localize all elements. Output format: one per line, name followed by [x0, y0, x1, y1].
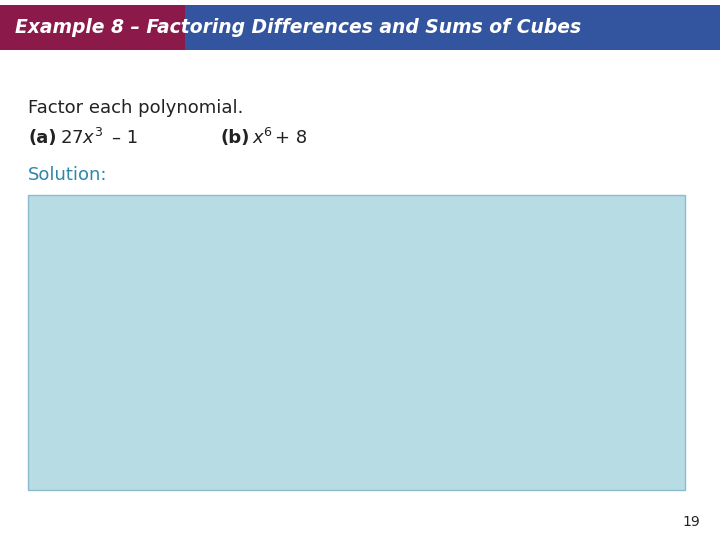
Text: $27x^3$: $27x^3$: [60, 128, 104, 148]
Text: – 1: – 1: [112, 129, 138, 147]
Text: Factor each polynomial.: Factor each polynomial.: [28, 99, 243, 117]
Text: Example 8 – Factoring Differences and Sums of Cubes: Example 8 – Factoring Differences and Su…: [15, 18, 581, 37]
Text: + 8: + 8: [275, 129, 307, 147]
Text: (b): (b): [220, 129, 249, 147]
Text: (a): (a): [28, 129, 56, 147]
Bar: [0, 5, 185, 50]
Text: 19: 19: [683, 515, 700, 529]
FancyBboxPatch shape: [28, 195, 685, 490]
Text: $x^6$: $x^6$: [252, 128, 273, 148]
Text: Solution:: Solution:: [28, 166, 107, 184]
Bar: [185, 5, 720, 50]
